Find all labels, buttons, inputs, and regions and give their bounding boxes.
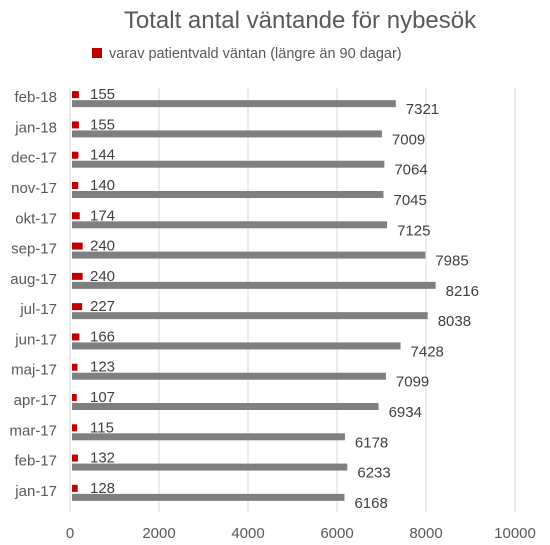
bar-patientvald	[72, 363, 78, 371]
bar-patientvald	[72, 333, 80, 341]
bar-total	[72, 403, 379, 410]
data-label-total: 7321	[406, 101, 439, 118]
data-label-patientvald: 174	[90, 207, 115, 224]
data-label-patientvald: 240	[90, 238, 115, 255]
data-label-total: 7045	[394, 192, 427, 209]
bar-patientvald	[72, 484, 78, 492]
category-label: sep-17	[11, 241, 57, 258]
data-label-total: 8038	[438, 313, 471, 330]
data-labels: 128 6168 132 6233 115 6178 107 6934 123 7099 166 74…	[90, 86, 479, 512]
data-label-total: 6233	[357, 465, 390, 482]
bar-total	[72, 372, 386, 380]
bars-total-series	[72, 100, 436, 501]
legend: varav patientvald väntan (längre än 90 d…	[92, 46, 402, 62]
y-axis: jan-17 feb-17 mar-17 apr-17 maj-17 jun-17 jul-…	[9, 89, 57, 500]
data-label-total: 7985	[435, 253, 468, 270]
category-label: aug-17	[10, 271, 57, 288]
data-label-total: 6934	[389, 404, 422, 421]
bar-patientvald	[72, 182, 79, 189]
bar-total	[72, 221, 388, 229]
data-label-total: 7064	[394, 162, 427, 179]
legend-label-patientvald: varav patientvald väntan (längre än 90 d…	[109, 46, 402, 62]
legend-swatch-patientvald	[92, 48, 102, 58]
data-label-patientvald: 240	[90, 268, 115, 285]
data-label-patientvald: 166	[90, 328, 115, 345]
x-tick-label: 4000	[231, 525, 264, 542]
data-label-patientvald: 132	[90, 450, 115, 467]
category-label: feb-18	[14, 89, 57, 106]
data-label-total: 7009	[392, 131, 425, 148]
data-label-patientvald: 155	[90, 116, 115, 133]
data-label-patientvald: 155	[90, 86, 115, 103]
bar-patientvald	[72, 242, 83, 250]
data-label-patientvald: 115	[90, 419, 114, 436]
bar-total	[72, 130, 382, 138]
data-label-total: 7428	[411, 343, 444, 360]
category-label: mar-17	[9, 422, 57, 439]
category-label: nov-17	[11, 180, 57, 197]
bar-patientvald	[72, 394, 77, 401]
category-label: dec-17	[11, 150, 57, 167]
bar-patientvald	[72, 91, 79, 99]
category-label: jun-17	[14, 331, 57, 348]
x-tick-label: 0	[66, 525, 74, 542]
bar-total	[72, 251, 426, 259]
chart-title: Totalt antal väntande för nybesök	[124, 7, 477, 34]
data-label-patientvald: 107	[90, 389, 115, 406]
bar-total	[72, 100, 396, 108]
category-label: jan-18	[14, 119, 57, 136]
x-tick-label: 10000	[494, 525, 536, 542]
bar-patientvald	[72, 121, 79, 129]
data-label-patientvald: 227	[90, 298, 115, 315]
x-axis: 0 2000 4000 6000 8000 10000	[66, 88, 536, 542]
category-label: apr-17	[14, 392, 57, 409]
bar-patientvald	[72, 303, 83, 311]
category-label: maj-17	[11, 362, 57, 379]
data-label-total: 7125	[397, 222, 430, 239]
x-tick-label: 8000	[409, 525, 442, 542]
bar-patientvald	[72, 151, 79, 159]
x-tick-label: 6000	[320, 525, 353, 542]
bars-patientvald-series	[72, 91, 83, 492]
category-label: jan-17	[14, 483, 57, 500]
data-label-total: 7099	[396, 374, 429, 391]
bar-total	[72, 312, 428, 320]
bar-total	[72, 342, 401, 350]
data-label-total: 8216	[446, 283, 479, 300]
bar-total	[72, 281, 436, 289]
bar-total	[72, 433, 345, 441]
bar-total	[72, 493, 345, 501]
data-label-patientvald: 123	[90, 359, 115, 376]
bar-patientvald	[72, 454, 78, 462]
bar-total	[72, 160, 385, 168]
category-label: feb-17	[14, 453, 57, 470]
category-label: jul-17	[19, 301, 57, 318]
gridlines	[158, 88, 516, 512]
data-label-patientvald: 140	[90, 177, 115, 194]
bar-patientvald	[72, 212, 80, 220]
x-tick-label: 2000	[142, 525, 175, 542]
bar-patientvald	[72, 272, 83, 280]
bar-patientvald	[72, 424, 78, 432]
data-label-patientvald: 144	[90, 147, 115, 164]
data-label-total: 6178	[355, 434, 388, 451]
bar-total	[72, 463, 348, 471]
data-label-total: 6168	[354, 495, 387, 512]
category-label: okt-17	[15, 210, 57, 227]
bar-total	[72, 191, 384, 198]
data-label-patientvald: 128	[90, 480, 115, 497]
